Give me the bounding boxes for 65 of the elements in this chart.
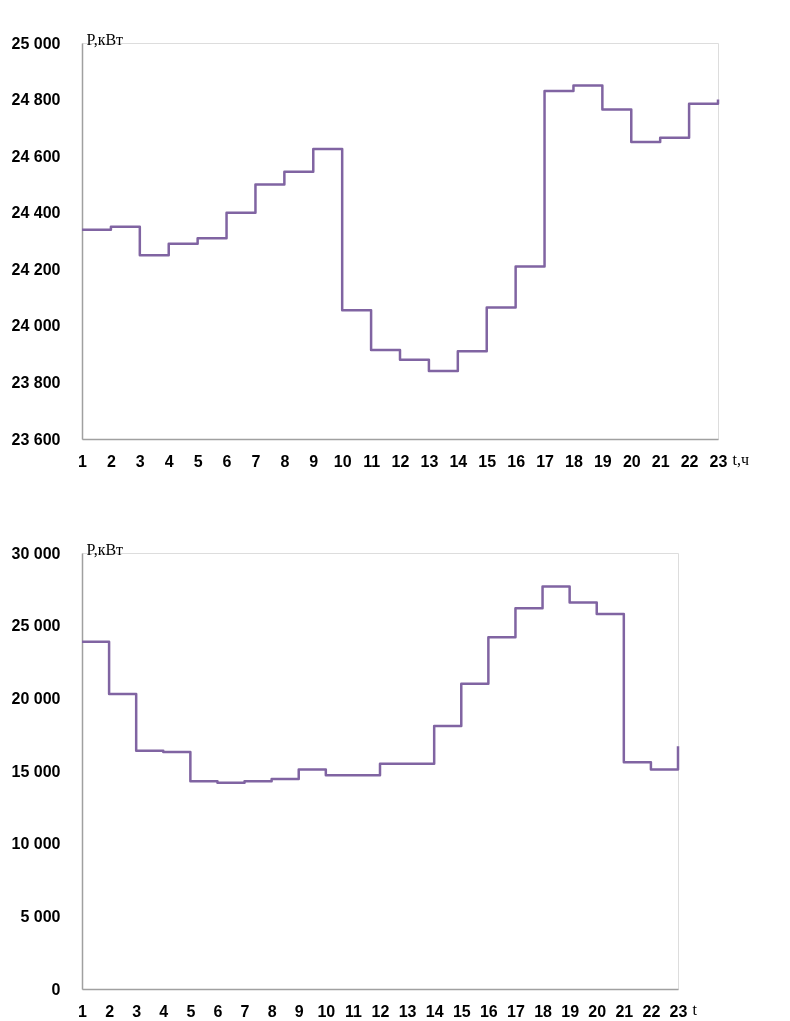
x-tick-label: 19 bbox=[593, 452, 612, 470]
x-tick-label: 17 bbox=[507, 1002, 525, 1020]
x-tick-label: 14 bbox=[425, 1002, 444, 1020]
x-tick-label: 8 bbox=[267, 1002, 277, 1020]
y-tick-label: 5 000 bbox=[20, 907, 61, 925]
y-tick-label: 24 800 bbox=[11, 91, 61, 109]
x-tick-label: 22 bbox=[680, 452, 699, 470]
x-tick-label: 3 bbox=[132, 1002, 142, 1020]
y-tick-label: 15 000 bbox=[11, 762, 61, 780]
x-tick-label: 18 bbox=[565, 452, 583, 470]
x-tick-label: 13 bbox=[398, 1002, 417, 1020]
x-axis-title: t,ч bbox=[732, 450, 749, 468]
y-tick-label: 23 800 bbox=[11, 373, 61, 391]
x-tick-label: 21 bbox=[615, 1002, 634, 1020]
x-tick-label: 16 bbox=[479, 1002, 498, 1020]
y-tick-label: 20 000 bbox=[11, 689, 61, 707]
x-tick-label: 4 bbox=[164, 452, 174, 470]
y-tick-label: 25 000 bbox=[11, 617, 61, 635]
x-tick-label: 5 bbox=[186, 1002, 196, 1020]
x-tick-label: 6 bbox=[222, 452, 232, 470]
y-tick-label: 25 000 bbox=[11, 34, 61, 52]
x-tick-label: 12 bbox=[391, 452, 410, 470]
x-tick-label: 10 bbox=[333, 452, 352, 470]
y-tick-label: 24 400 bbox=[11, 204, 61, 222]
y-axis-title: P,кВт bbox=[86, 30, 124, 48]
x-tick-label: 9 bbox=[294, 1002, 304, 1020]
y-axis-title: P,кВт bbox=[86, 540, 124, 558]
x-tick-label: 23 bbox=[709, 452, 728, 470]
x-tick-label: 23 bbox=[669, 1002, 688, 1020]
x-tick-label: 2 bbox=[106, 452, 116, 470]
x-tick-label: 10 bbox=[317, 1002, 336, 1020]
x-tick-label: 1 bbox=[78, 1002, 88, 1020]
x-tick-label: 7 bbox=[251, 452, 261, 470]
x-tick-label: 12 bbox=[371, 1002, 390, 1020]
x-tick-label: 19 bbox=[561, 1002, 580, 1020]
y-tick-label: 30 000 bbox=[11, 544, 61, 562]
y-tick-label: 24 200 bbox=[11, 260, 61, 278]
x-tick-label: 14 bbox=[449, 452, 468, 470]
x-tick-label: 13 bbox=[420, 452, 439, 470]
x-tick-label: 11 bbox=[363, 452, 381, 470]
y-tick-label: 24 000 bbox=[11, 317, 61, 335]
x-tick-label: 20 bbox=[622, 452, 641, 470]
x-tick-label: 1 bbox=[78, 452, 88, 470]
x-tick-label: 21 bbox=[651, 452, 670, 470]
x-tick-label: 20 bbox=[588, 1002, 607, 1020]
x-tick-label: 9 bbox=[309, 452, 319, 470]
x-tick-label: 3 bbox=[135, 452, 145, 470]
x-tick-label: 17 bbox=[536, 452, 555, 470]
y-tick-label: 23 600 bbox=[11, 430, 61, 448]
x-axis-title: t bbox=[692, 1000, 698, 1018]
x-tick-label: 11 bbox=[344, 1002, 362, 1020]
x-tick-label: 16 bbox=[507, 452, 526, 470]
x-tick-label: 8 bbox=[280, 452, 290, 470]
y-tick-label: 10 000 bbox=[11, 835, 61, 853]
y-tick-label: 0 bbox=[51, 980, 61, 998]
y-tick-label: 24 600 bbox=[11, 147, 61, 165]
x-tick-label: 7 bbox=[240, 1002, 250, 1020]
x-tick-label: 15 bbox=[478, 452, 497, 470]
x-tick-label: 6 bbox=[213, 1002, 223, 1020]
x-tick-label: 15 bbox=[452, 1002, 471, 1020]
x-tick-label: 22 bbox=[642, 1002, 661, 1020]
x-tick-label: 5 bbox=[193, 452, 203, 470]
x-tick-label: 4 bbox=[159, 1002, 169, 1020]
x-tick-label: 18 bbox=[534, 1002, 553, 1020]
x-tick-label: 2 bbox=[105, 1002, 115, 1020]
